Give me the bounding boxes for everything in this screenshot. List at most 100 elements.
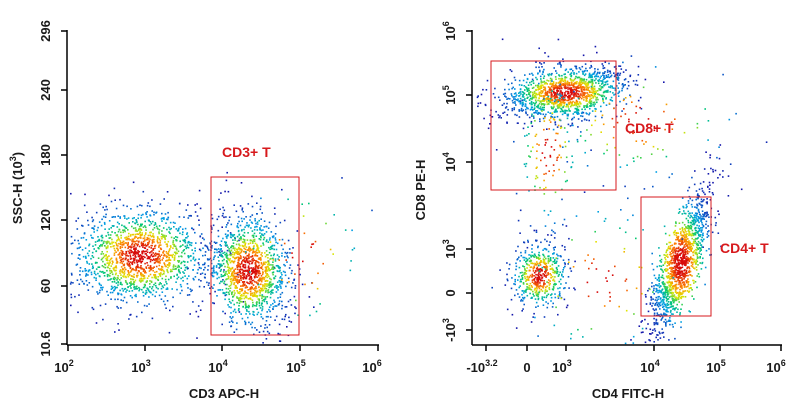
event-dot — [115, 244, 118, 247]
event-dot — [133, 281, 135, 283]
event-dot — [476, 96, 479, 99]
event-dot — [121, 287, 124, 290]
event-dot — [590, 64, 592, 67]
event-dot — [142, 246, 144, 248]
event-dot — [588, 119, 590, 122]
event-dot — [613, 66, 616, 68]
event-dot — [570, 87, 573, 89]
event-dot — [549, 86, 551, 89]
event-dot — [240, 279, 242, 281]
event-dot — [137, 213, 140, 216]
event-dot — [583, 74, 586, 77]
event-dot — [516, 114, 518, 117]
event-dot — [543, 179, 545, 182]
event-dot — [542, 71, 544, 74]
event-dot — [265, 267, 267, 270]
event-dot — [165, 251, 168, 253]
event-dot — [560, 91, 562, 93]
event-dot — [293, 295, 296, 298]
event-dot — [141, 204, 143, 207]
event-dot — [174, 222, 176, 224]
event-dot — [589, 105, 592, 107]
event-dot — [214, 242, 217, 244]
event-dot — [658, 302, 661, 304]
event-dot — [240, 257, 242, 260]
event-dot — [265, 231, 268, 233]
event-dot — [155, 277, 157, 279]
event-dot — [130, 249, 132, 252]
event-dot — [671, 275, 674, 277]
event-dot — [641, 320, 643, 322]
event-dot — [99, 270, 101, 273]
event-dot — [560, 125, 562, 128]
event-dot — [244, 277, 247, 280]
event-dot — [544, 238, 546, 241]
event-dot — [169, 232, 171, 235]
event-dot — [556, 96, 559, 99]
event-dot — [536, 143, 538, 145]
event-dot — [571, 89, 573, 91]
event-dot — [558, 119, 561, 121]
event-dot — [123, 229, 125, 232]
event-dot — [567, 96, 570, 99]
event-dot — [281, 279, 283, 281]
event-dot — [240, 248, 242, 251]
event-dot — [672, 274, 674, 277]
event-dot — [149, 286, 151, 288]
event-dot — [596, 96, 598, 99]
event-dot — [503, 102, 505, 105]
event-dot — [571, 155, 573, 157]
event-dot — [698, 225, 700, 227]
event-dot — [251, 262, 253, 265]
event-dot — [250, 260, 252, 263]
event-dot — [174, 268, 176, 270]
event-dot — [559, 119, 562, 122]
event-dot — [155, 260, 158, 263]
event-dot — [575, 111, 577, 113]
event-dot — [708, 230, 710, 232]
event-dot — [265, 272, 267, 274]
event-dot — [279, 269, 281, 272]
event-dot — [302, 260, 304, 263]
event-dot — [657, 289, 659, 292]
event-dot — [166, 255, 169, 258]
event-dot — [695, 198, 697, 201]
event-dot — [127, 270, 129, 272]
event-dot — [255, 254, 257, 257]
event-dot — [535, 76, 537, 79]
event-dot — [237, 248, 239, 251]
event-dot — [125, 250, 127, 253]
event-dot — [128, 264, 131, 266]
event-dot — [540, 159, 542, 162]
event-dot — [288, 267, 291, 269]
event-dot — [119, 245, 122, 248]
event-dot — [544, 88, 546, 91]
event-dot — [245, 246, 248, 248]
event-dot — [123, 274, 125, 276]
x-tick-label: 103 — [131, 358, 150, 375]
event-dot — [258, 286, 260, 288]
event-dot — [205, 245, 208, 247]
event-dot — [654, 304, 656, 306]
event-dot — [256, 245, 258, 247]
event-dot — [260, 263, 263, 265]
event-dot — [241, 268, 244, 271]
event-dot — [104, 223, 106, 225]
event-dot — [70, 242, 73, 245]
event-dot — [581, 86, 583, 88]
event-dot — [202, 247, 204, 250]
event-dot — [660, 300, 663, 302]
event-dot — [126, 218, 128, 220]
y-tick-label: 240 — [38, 79, 53, 101]
event-dot — [245, 256, 247, 259]
event-dot — [674, 268, 677, 270]
event-dot — [134, 227, 137, 229]
event-dot — [250, 267, 253, 269]
event-dot — [70, 293, 72, 296]
event-dot — [120, 234, 122, 237]
event-dot — [135, 274, 138, 277]
event-dot — [556, 85, 558, 87]
event-dot — [268, 262, 270, 264]
event-dot — [626, 87, 629, 90]
event-dot — [133, 259, 135, 262]
